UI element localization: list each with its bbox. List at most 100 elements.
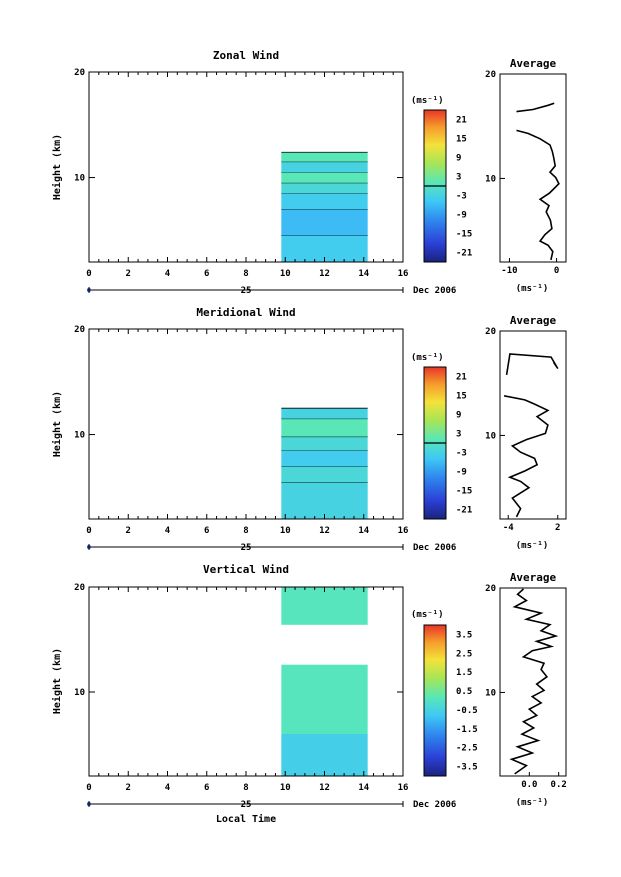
vertical-profile-ytick-label-0: 10	[485, 688, 496, 698]
zonal-ytick-label-1: 20	[74, 68, 85, 78]
vertical-cell-1	[281, 664, 368, 734]
zonal-wind-panel: Zonal Wind 0 2 4 6 8 10 12 14 16 10 20 Height (km)…	[51, 49, 567, 296]
vertical-average-profile: 10 20 0.0 0.2	[485, 584, 567, 790]
zonal-xtick-label-3: 6	[204, 269, 209, 279]
zonal-xtick-label-6: 12	[319, 269, 330, 279]
meridional-xtick-label-1: 2	[126, 526, 131, 536]
zonal-colorbar-label-0: 21	[456, 116, 467, 126]
meridional-date-label: Dec 2006	[413, 543, 456, 553]
meridional-cell-2	[281, 450, 368, 467]
meridional-colorbar-label-5: -9	[456, 468, 467, 478]
zonal-xtick-label-5: 10	[280, 269, 291, 279]
vertical-xtick-label-7: 14	[358, 783, 369, 793]
zonal-colorbar-label-2: 9	[456, 154, 461, 164]
zonal-cell-4	[281, 172, 368, 183]
zonal-cell-1	[281, 209, 368, 236]
vertical-xtick-label-8: 16	[398, 783, 409, 793]
meridional-title: Meridional Wind	[196, 306, 295, 319]
vertical-wind-panel: Vertical Wind 0 2 4 6 8 10 12 14 16 10 20 Height (…	[51, 563, 567, 825]
meridional-profile-line	[503, 395, 550, 518]
meridional-colorbar-label-7: -21	[456, 506, 472, 516]
meridional-colorbar-label-6: -15	[456, 487, 472, 497]
meridional-cell-4	[281, 418, 368, 437]
meridional-average-profile: 10 20 -4 2	[485, 327, 567, 533]
vertical-profile-frame	[499, 587, 567, 777]
meridional-xtick-label-0: 0	[86, 526, 91, 536]
meridional-cell-0	[281, 482, 368, 519]
vertical-colorbar-label-1: 2.5	[456, 649, 472, 659]
meridional-axes: 0 2 4 6 8 10 12 14 16 10 20	[74, 325, 408, 550]
vertical-xtick-label-2: 4	[165, 783, 171, 793]
vertical-cbar-unit: (ms⁻¹)	[411, 610, 444, 620]
vertical-xtick-label-5: 10	[280, 783, 291, 793]
vertical-cell-3	[281, 587, 368, 625]
meridional-heatmap	[281, 407, 368, 519]
vertical-profile-xlabel: (ms⁻¹)	[516, 798, 549, 808]
meridional-xtick-label-6: 12	[319, 526, 330, 536]
zonal-title: Zonal Wind	[213, 49, 279, 62]
zonal-profile-frame	[499, 73, 567, 263]
meridional-cbar-unit: (ms⁻¹)	[411, 353, 444, 363]
vertical-xtick-label-1: 2	[126, 783, 131, 793]
meridional-cell-1	[281, 466, 368, 483]
zonal-cell-5	[281, 161, 368, 173]
zonal-ytick-label-0: 10	[74, 174, 85, 184]
meridional-ytick-label-0: 10	[74, 431, 85, 441]
meridional-colorbar-label-4: -3	[456, 449, 467, 459]
vertical-profile-line	[509, 588, 559, 775]
vertical-profile-xtick-label-0: 0.0	[521, 780, 537, 790]
vertical-xtick-label-0: 0	[86, 783, 91, 793]
vertical-heatmap	[281, 587, 368, 776]
vertical-xtick-label-6: 12	[319, 783, 330, 793]
vertical-colorbar-label-3: 0.5	[456, 687, 472, 697]
zonal-colorbar-label-7: -21	[456, 249, 472, 259]
meridional-colorbar-label-1: 15	[456, 392, 467, 402]
zonal-heatmap	[281, 151, 368, 262]
meridional-cell-5	[281, 408, 368, 419]
vertical-axes: 0 2 4 6 8 10 12 14 16 10 20	[74, 583, 408, 807]
vertical-colorbar-bar	[423, 624, 447, 777]
vertical-title: Vertical Wind	[203, 563, 289, 576]
meridional-profile-xtick-label-0: -4	[503, 523, 514, 533]
zonal-ylabel: Height (km)	[51, 134, 63, 200]
zonal-xtick-label-1: 2	[126, 269, 131, 279]
vertical-ytick-label-1: 20	[74, 583, 85, 593]
meridional-xtick-label-5: 10	[280, 526, 291, 536]
vertical-xtick-label-4: 8	[243, 783, 248, 793]
vertical-colorbar-label-4: -0.5	[456, 706, 478, 716]
vertical-profile-xtick-label-1: 0.2	[551, 780, 567, 790]
vertical-ytick-label-0: 10	[74, 688, 85, 698]
vertical-colorbar-label-0: 3.5	[456, 630, 472, 640]
zonal-colorbar-label-4: -3	[456, 192, 467, 202]
zonal-average-profile: 10 20 -10 0	[485, 70, 567, 276]
zonal-profile-xtick-label-1: 0	[554, 266, 559, 276]
zonal-profile-xtick-label-0: -10	[501, 266, 517, 276]
zonal-profile-xlabel: (ms⁻¹)	[516, 284, 549, 294]
meridional-colorbar: 21 15 9 3 -3 -9 -15 -21	[423, 366, 472, 520]
meridional-xtick-label-2: 4	[165, 526, 171, 536]
meridional-colorbar-label-0: 21	[456, 373, 467, 383]
vertical-xlabel: Local Time	[216, 813, 276, 825]
vertical-date-label: Dec 2006	[413, 800, 456, 810]
zonal-xtick-label-8: 16	[398, 269, 409, 279]
meridional-xtick-label-7: 14	[358, 526, 369, 536]
meridional-profile-line-upper	[505, 353, 559, 376]
vertical-colorbar: 3.5 2.5 1.5 0.5 -0.5 -1.5 -2.5 -3.5	[423, 624, 478, 777]
zonal-axes: 0 2 4 6 8 10 12 14 16 10 20	[74, 68, 408, 293]
vertical-colorbar-label-7: -3.5	[456, 763, 478, 773]
meridional-profile-title: Average	[510, 314, 557, 327]
zonal-profile-ytick-label-1: 20	[485, 70, 496, 80]
zonal-profile-line	[516, 129, 560, 261]
meridional-xtick-label-8: 16	[398, 526, 409, 536]
vertical-colorbar-label-5: -1.5	[456, 725, 478, 735]
meridional-xtick-label-3: 6	[204, 526, 209, 536]
vertical-profile-ytick-label-1: 20	[485, 584, 496, 594]
zonal-cbar-unit: (ms⁻¹)	[411, 96, 444, 106]
zonal-xtick-label-2: 4	[165, 269, 171, 279]
meridional-colorbar-label-3: 3	[456, 430, 461, 440]
meridional-profile-xtick-label-1: 2	[555, 523, 560, 533]
zonal-profile-line-upper	[516, 102, 555, 113]
zonal-date-label: Dec 2006	[413, 286, 456, 296]
vertical-colorbar-label-2: 1.5	[456, 668, 472, 678]
